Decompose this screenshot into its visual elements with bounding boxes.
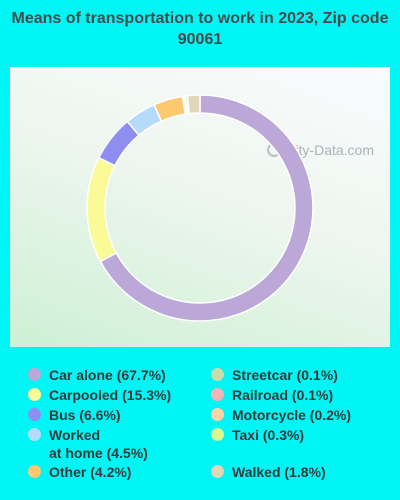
legend-swatch [211,428,224,441]
legend-swatch [28,388,41,401]
legend-label: Taxi (0.3%) [232,427,305,443]
legend-swatch [211,388,224,401]
legend-item-taxi: Taxi (0.3%) [211,426,304,444]
legend-swatch [211,408,224,421]
legend-label: Walked (1.8%) [232,464,326,480]
legend-item-other: Other (4.2%) [28,463,131,481]
donut-slice-carpooled [86,156,118,263]
legend-label: Worked at home (4.5%) [49,427,148,461]
legend-item-railroad: Railroad (0.1%) [211,386,333,404]
legend-item-motorcycle: Motorcycle (0.2%) [211,406,351,424]
legend-swatch [28,465,41,478]
chart-title: Means of transportation to work in 2023,… [11,10,389,48]
legend-item-car-alone: Car alone (67.7%) [28,366,166,384]
legend-swatch [28,408,41,421]
legend-swatch [211,368,224,381]
legend-label: Car alone (67.7%) [49,367,166,383]
legend-item-bus: Bus (6.6%) [28,406,121,424]
legend-label: Railroad (0.1%) [232,387,334,403]
legend-label: Carpooled (15.3%) [49,387,172,403]
legend-item-carpooled: Carpooled (15.3%) [28,386,171,404]
legend-swatch [28,428,41,441]
plot-area: City-Data.com [10,67,390,347]
legend-swatch [211,465,224,478]
legend-label: Motorcycle (0.2%) [232,407,352,423]
donut-slice-walked [186,94,201,115]
donut-chart [86,94,314,322]
legend-item-walked: Walked (1.8%) [211,463,326,481]
legend-item-worked-at-home: Worked at home (4.5%) [28,426,148,462]
legend-label: Other (4.2%) [49,464,132,480]
legend-swatch [28,368,41,381]
legend-item-streetcar: Streetcar (0.1%) [211,366,338,384]
legend-label: Streetcar (0.1%) [232,367,338,383]
legend-label: Bus (6.6%) [49,407,121,423]
watermark-text: City-Data.com [285,142,374,158]
